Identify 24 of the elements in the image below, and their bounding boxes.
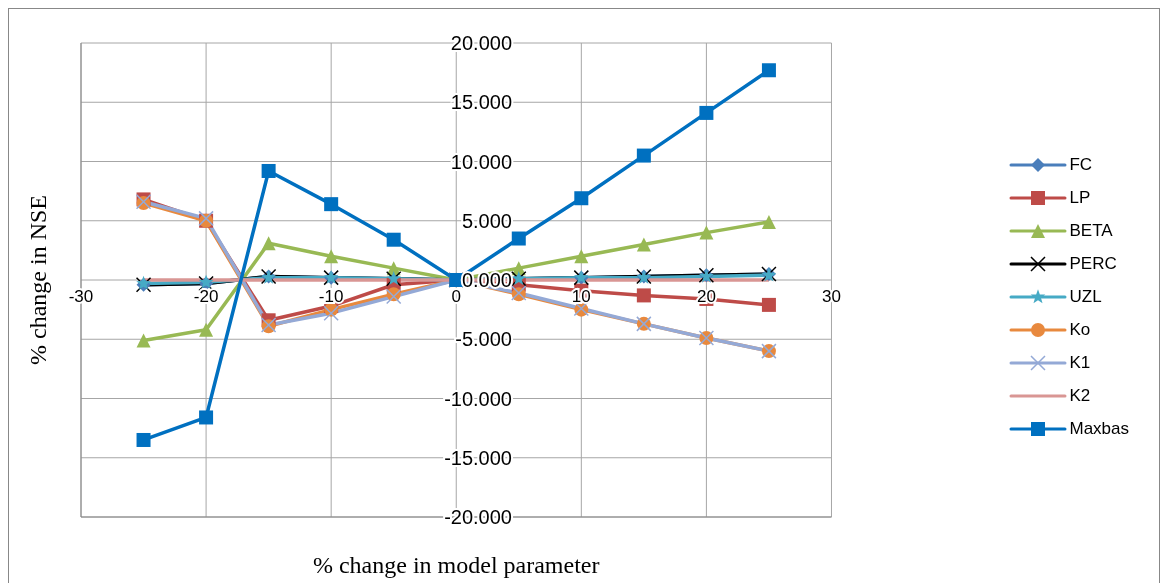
legend-label: Maxbas — [1069, 418, 1129, 439]
y-tick-label: 10.000 — [450, 150, 512, 173]
y-tick-label: -20.000 — [444, 506, 512, 528]
y-tick-label: 15.000 — [450, 91, 512, 114]
x-tick-label: 0 — [451, 287, 461, 306]
legend-label: LP — [1069, 187, 1091, 208]
y-tick-label: 5.000 — [461, 209, 512, 232]
y-tick-label: -10.000 — [444, 387, 512, 410]
legend-label: K1 — [1069, 352, 1091, 373]
legend-label: FC — [1069, 154, 1093, 175]
x-tick-label: 30 — [822, 287, 841, 306]
y-axis-title: % change in NSE — [24, 195, 51, 365]
x-tick-label: -30 — [68, 287, 94, 306]
y-tick-label: 20.000 — [450, 32, 512, 54]
legend-label: UZL — [1069, 286, 1102, 307]
x-tick-label: -20 — [193, 287, 219, 306]
x-axis-title: % change in model parameter — [312, 552, 600, 578]
legend-label: K2 — [1069, 385, 1091, 406]
legend-label: BETA — [1069, 220, 1113, 241]
y-tick-label: -15.000 — [444, 446, 512, 469]
legend-label: PERC — [1069, 253, 1117, 274]
legend-label: Ko — [1069, 319, 1091, 340]
y-tick-label: -5.000 — [455, 328, 512, 351]
x-tick-label: 20 — [696, 287, 716, 306]
